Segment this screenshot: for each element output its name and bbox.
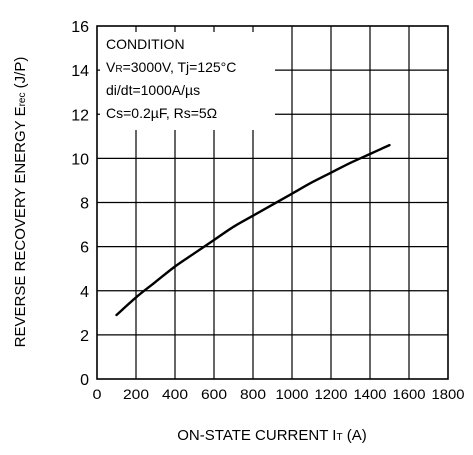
- condition-line-1: VR=3000V, Tj=125°C: [106, 59, 236, 75]
- y-tick-label: 10: [71, 151, 89, 168]
- x-tick-label: 800: [240, 386, 266, 402]
- x-tick-label: 1800: [432, 386, 465, 402]
- x-tick-labels: 0 200 400 600 800 1000 1200 1400 1600 1800: [93, 386, 465, 402]
- y-tick-label: 12: [71, 107, 89, 124]
- x-tick-label: 0: [93, 386, 102, 402]
- y-tick-label: 14: [71, 63, 89, 80]
- y-tick-label: 0: [80, 372, 89, 389]
- x-tick-label: 1000: [276, 386, 309, 402]
- y-tick-label: 4: [80, 284, 89, 301]
- x-tick-label: 1200: [315, 386, 348, 402]
- x-tick-label: 1600: [393, 386, 426, 402]
- x-tick-label: 1400: [354, 386, 387, 402]
- y-tick-label: 16: [71, 19, 89, 36]
- y-tick-label: 6: [80, 240, 89, 257]
- condition-heading: CONDITION: [106, 36, 185, 52]
- x-tick-label: 600: [201, 386, 227, 402]
- condition-annotation: CONDITION VR=3000V, Tj=125°C di/dt=1000A…: [100, 32, 275, 130]
- condition-line-2: di/dt=1000A/µs: [106, 82, 200, 98]
- y-axis-title: REVERSE RECOVERY ENERGY Erec (J/P): [12, 57, 29, 348]
- series-line: [115, 143, 391, 317]
- y-tick-labels: 0 2 4 6 8 10 12 14 16: [71, 19, 89, 389]
- x-tick-label: 400: [162, 386, 188, 402]
- condition-line-3: Cs=0.2µF, Rs=5Ω: [106, 105, 217, 121]
- y-tick-label: 8: [80, 196, 89, 213]
- x-tick-label: 200: [123, 386, 149, 402]
- plot-frame: [96, 25, 449, 380]
- y-tick-label: 2: [80, 328, 89, 345]
- condition-box-background: [100, 32, 275, 130]
- x-axis-title: ON-STATE CURRENT IT (A): [177, 427, 366, 444]
